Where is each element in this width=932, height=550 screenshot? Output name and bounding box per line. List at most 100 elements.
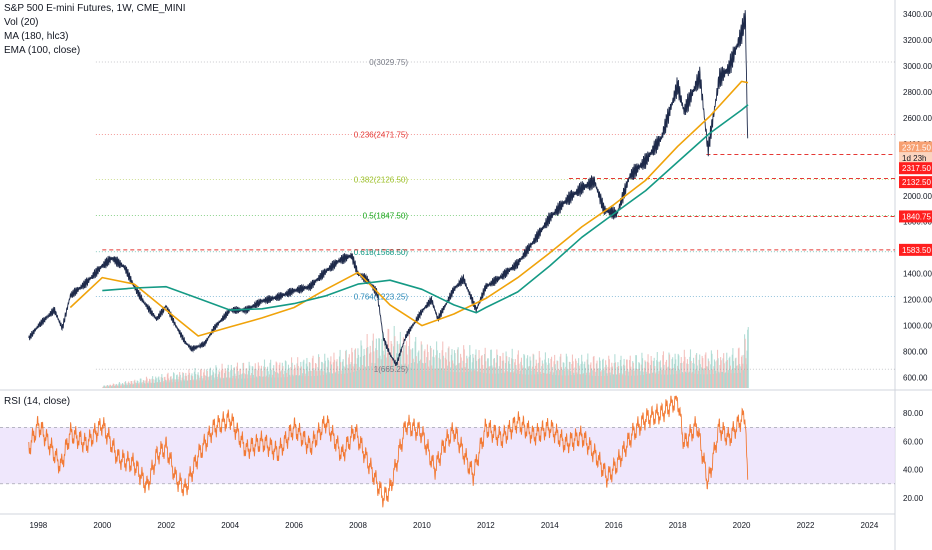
- volume-bar: [518, 363, 520, 388]
- volume-bar: [609, 372, 611, 388]
- volume-bar: [265, 375, 267, 388]
- volume-bar: [243, 362, 245, 388]
- volume-bar: [148, 381, 150, 388]
- price-tag-box: [899, 176, 932, 189]
- volume-bar: [171, 379, 173, 388]
- volume-bar: [427, 352, 429, 388]
- volume-bar: [721, 371, 724, 388]
- volume-bar: [565, 353, 567, 388]
- volume-bar: [744, 334, 746, 388]
- volume-bar: [280, 377, 282, 388]
- volume-bar: [604, 367, 606, 388]
- volume-bar: [461, 367, 463, 388]
- volume-bar: [734, 368, 736, 388]
- legend-rsi[interactable]: RSI (14, close): [4, 396, 71, 407]
- volume-bar: [585, 375, 587, 388]
- volume-bar: [190, 375, 192, 388]
- volume-bar: [414, 341, 416, 388]
- volume-bar: [437, 368, 439, 388]
- volume-bar: [522, 374, 524, 388]
- volume-bar: [204, 380, 207, 388]
- ma-line: [69, 80, 749, 337]
- legend-ema[interactable]: EMA (100, close): [4, 45, 81, 56]
- volume-bar: [570, 375, 572, 388]
- volume-bar: [721, 371, 723, 388]
- volume-bar: [330, 364, 333, 388]
- volume-bar: [486, 367, 488, 388]
- volume-bar: [409, 349, 411, 388]
- volume-bar: [263, 359, 266, 388]
- volume-bar: [267, 366, 269, 388]
- legend-ma[interactable]: MA (180, hlc3): [4, 31, 69, 42]
- volume-bar: [385, 343, 387, 388]
- volume-bar: [458, 372, 460, 388]
- volume-bar: [350, 372, 352, 388]
- legend-vol[interactable]: Vol (20): [4, 17, 39, 28]
- volume-bar: [266, 368, 268, 388]
- volume-bar: [122, 383, 124, 388]
- support-dashed-lines: [102, 154, 895, 251]
- price-tag-label: 2317.50: [902, 164, 931, 173]
- volume-bar: [197, 372, 199, 388]
- volume-bar: [606, 373, 608, 388]
- volume-bar: [624, 365, 626, 388]
- volume-bar: [456, 364, 458, 388]
- volume-bar: [720, 360, 722, 388]
- price-tag-label: 1d 23h: [902, 154, 926, 163]
- price-tag-label: 1840.75: [902, 212, 931, 221]
- price-tag-box: [899, 141, 932, 154]
- volume-bar: [206, 369, 208, 388]
- volume-bar: [605, 364, 607, 388]
- volume-bar: [740, 366, 742, 388]
- volume-bar: [435, 355, 437, 388]
- volume-bar: [393, 346, 395, 388]
- volume-bar: [657, 374, 660, 388]
- volume-bar: [471, 362, 473, 388]
- volume-bar: [230, 370, 232, 388]
- volume-bar: [660, 367, 662, 388]
- volume-bar: [446, 370, 448, 388]
- volume-bar: [543, 373, 545, 388]
- volume-bar: [306, 357, 308, 388]
- volume-bar: [698, 359, 700, 388]
- volume-bar: [499, 355, 501, 388]
- volume-bar: [271, 377, 273, 388]
- volume-bar: [578, 365, 580, 388]
- volume-bar: [198, 380, 200, 388]
- volume-bar: [402, 350, 404, 388]
- volume-bar: [261, 370, 263, 388]
- volume-bar: [396, 353, 398, 388]
- volume-bar: [479, 358, 481, 388]
- volume-bar: [348, 357, 350, 388]
- volume-bar: [340, 373, 342, 388]
- volume-bar: [262, 377, 264, 388]
- volume-bar: [164, 379, 167, 388]
- volume-bar: [616, 367, 618, 388]
- volume-bar: [525, 374, 527, 388]
- volume-bar: [348, 354, 350, 388]
- volume-bar: [470, 370, 472, 388]
- volume-bar: [363, 348, 365, 388]
- volume-bar: [739, 363, 741, 388]
- volume-bar: [578, 358, 580, 388]
- volume-bar: [373, 366, 376, 388]
- x-tick-label: 2012: [477, 521, 495, 530]
- volume-bar: [673, 363, 676, 388]
- volume-bar: [377, 366, 379, 388]
- volume-bar: [198, 375, 200, 388]
- volume-bar: [362, 368, 364, 388]
- volume-bar: [712, 373, 714, 388]
- volume-bar: [737, 365, 739, 388]
- volume-bar: [119, 383, 121, 388]
- volume-bar: [628, 371, 630, 388]
- volume-bar: [172, 372, 175, 388]
- volume-bar: [559, 356, 561, 388]
- volume-bar: [516, 369, 518, 388]
- volume-bar: [611, 362, 613, 388]
- volume-bar: [112, 383, 114, 388]
- volume-bar: [607, 366, 609, 388]
- volume-bar: [214, 373, 216, 388]
- volume-bar: [292, 374, 294, 388]
- volume-bar: [283, 377, 285, 388]
